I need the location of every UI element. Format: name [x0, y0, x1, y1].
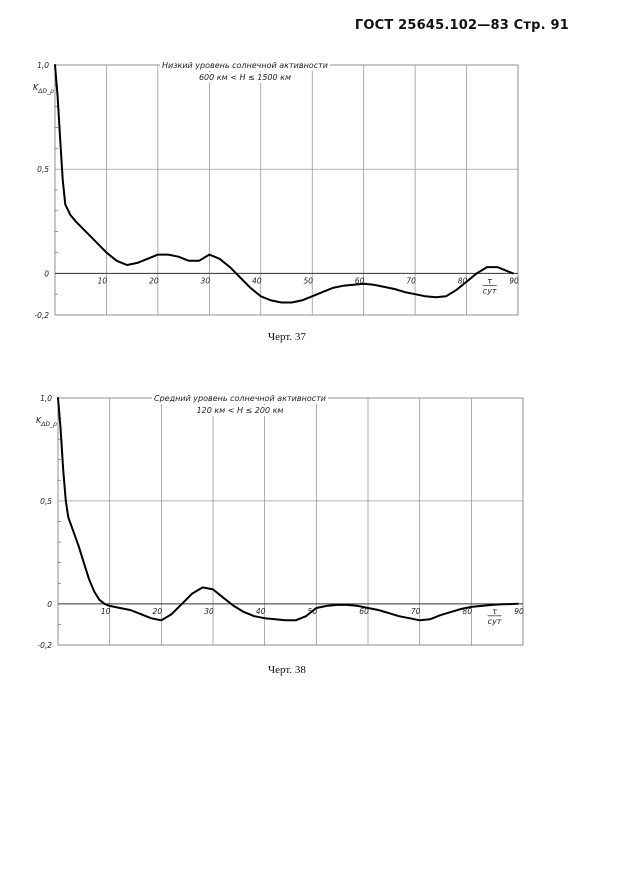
- plot-frame: [57, 397, 524, 646]
- x-tick-label: 20: [149, 276, 159, 285]
- y-tick-label: 0,5: [37, 165, 49, 174]
- y-tick-label: -0,2: [37, 641, 52, 650]
- y-tick-label: 1,0: [40, 394, 52, 403]
- x-tick-label: 80: [458, 276, 468, 285]
- chart-2-caption: Черт. 38: [268, 664, 306, 676]
- x-axis-label-den: сут: [488, 617, 502, 626]
- chart-title: Средний уровень солнечной активности: [154, 394, 326, 403]
- y-axis-label: KΔD_ρ: [33, 83, 54, 95]
- x-tick-label: 30: [204, 607, 214, 616]
- x-tick-label: 60: [359, 607, 369, 616]
- chart-subtitle: 600 км < H ≤ 1500 км: [199, 73, 291, 82]
- series-line-1: [54, 64, 514, 304]
- x-tick-label: 60: [355, 276, 365, 285]
- chart-subtitle-bg: [196, 72, 294, 83]
- x-tick-label: 10: [101, 607, 111, 616]
- chart-subtitle: 120 км < H ≤ 200 км: [197, 406, 284, 415]
- y-tick-label: -0,2: [34, 311, 49, 320]
- x-tick-label: 30: [201, 276, 211, 285]
- chart-2: 10 20 30 40 50 60 70 80 901,00,50-0,2KΔD_ρτсутСр…: [36, 393, 524, 650]
- x-tick-label: 90: [514, 607, 524, 616]
- chart-title-bg: [152, 393, 328, 404]
- chart-1-caption: Черт. 37: [268, 331, 306, 343]
- y-tick-label: 0: [44, 269, 49, 278]
- chart-title: Низкий уровень солнечной активности: [162, 61, 328, 70]
- page-header: ГОСТ 25645.102—83 Стр. 91: [354, 18, 569, 33]
- x-axis-label-den: сут: [483, 286, 497, 295]
- chart-title-bg: [160, 60, 330, 71]
- y-axis-label: KΔD_ρ: [36, 416, 57, 428]
- x-tick-label: 70: [406, 276, 416, 285]
- series-line-1: [57, 397, 519, 622]
- x-axis-label-num: τ: [487, 276, 492, 285]
- x-tick-label: 10: [98, 276, 108, 285]
- x-tick-label: 70: [411, 607, 421, 616]
- x-tick-label: 40: [256, 607, 266, 616]
- x-axis-label-num: τ: [492, 607, 497, 616]
- x-tick-label: 90: [509, 276, 519, 285]
- plot-frame: [54, 64, 519, 316]
- x-tick-label: 80: [463, 607, 473, 616]
- x-tick-label: 50: [303, 276, 313, 285]
- x-tick-label: 20: [153, 607, 163, 616]
- y-tick-label: 0: [47, 600, 52, 609]
- y-tick-label: 1,0: [37, 61, 49, 70]
- y-tick-label: 0,5: [40, 497, 52, 506]
- chart-subtitle-bg: [194, 405, 286, 416]
- x-tick-label: 40: [252, 276, 262, 285]
